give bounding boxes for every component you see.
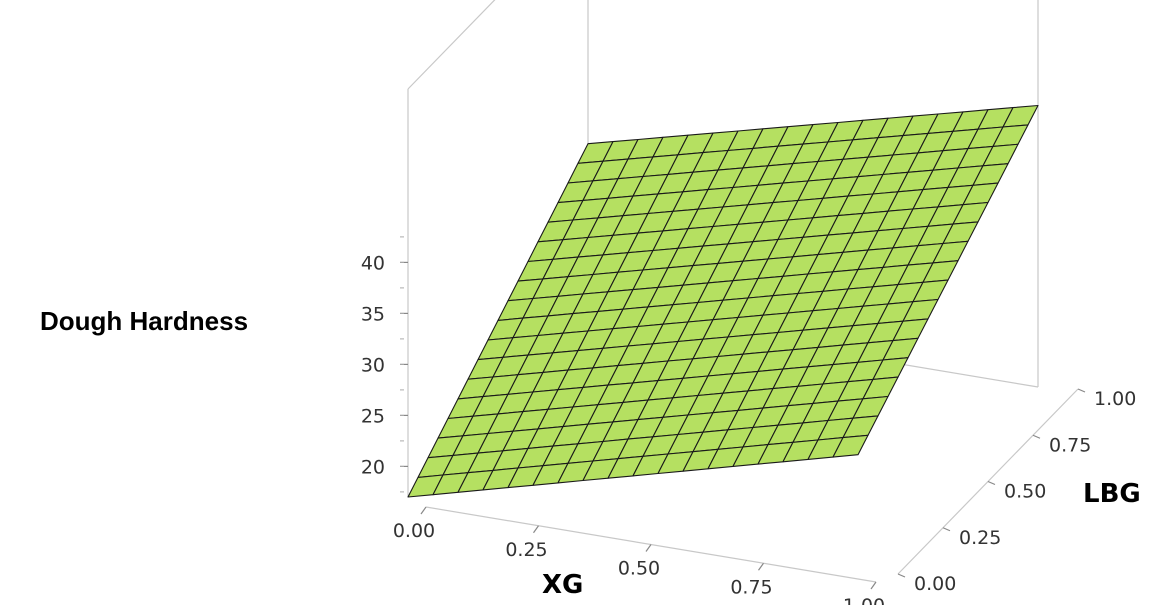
y-tick-label: 0.50: [1004, 481, 1046, 503]
z-tick-label: 30: [361, 354, 385, 376]
z-tick-label: 25: [361, 405, 385, 427]
y-tick-label: 0.25: [959, 527, 1001, 549]
y-tick: [987, 480, 996, 486]
x-tick: [870, 581, 877, 590]
axis-ticks: 20 25 30 35 40 0.00 0.25 0.50 0.75 1.00 0.00 0.25 0.…: [361, 236, 1136, 605]
response-surface: [407, 104, 1039, 498]
z-tick-label: 20: [361, 456, 385, 478]
x-tick-label: 0.25: [505, 539, 547, 561]
y-tick: [1032, 434, 1041, 439]
y-tick-label: 0.00: [914, 573, 956, 595]
x-tick: [533, 525, 539, 534]
z-axis-label: Dough Hardness: [40, 306, 249, 336]
y-axis-title: LBG: [1083, 479, 1141, 509]
y-tick: [897, 573, 906, 578]
x-axis-title: XG: [542, 570, 583, 600]
x-tick-label: 0.50: [618, 558, 660, 580]
z-tick-label: 40: [361, 252, 385, 274]
x-tick-label: 0.00: [393, 520, 435, 542]
y-tick: [1077, 388, 1086, 393]
x-tick: [758, 562, 764, 571]
x-tick-label: 1.00: [843, 595, 885, 605]
y-tick: [942, 527, 951, 532]
y-tick-label: 0.75: [1049, 434, 1091, 456]
x-tick: [645, 544, 652, 552]
z-tick-label: 35: [361, 303, 385, 325]
box-edge: [407, 0, 496, 90]
surface-cell: [832, 434, 869, 458]
x-tick: [420, 506, 427, 515]
x-tick-label: 0.75: [730, 576, 772, 598]
y-tick-label: 1.00: [1094, 388, 1136, 410]
